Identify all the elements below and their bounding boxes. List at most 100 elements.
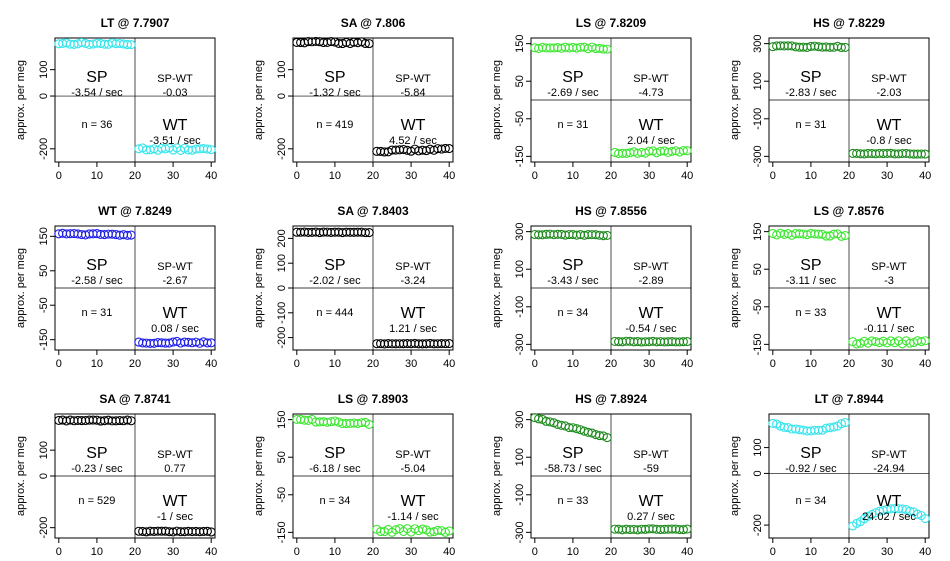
wt-label: WT bbox=[401, 305, 426, 322]
sp-label: SP bbox=[800, 257, 821, 274]
chart-svg: LS @ 7.8903 0 10 20 30 40 150 50 -50 -150 approx. … bbox=[253, 392, 455, 558]
x-tick-label: 20 bbox=[129, 170, 141, 180]
sp-point bbox=[840, 42, 850, 52]
chart-panel: HS @ 7.8229 0 10 20 30 40 300 100 -100 -300 approx… bbox=[714, 0, 950, 182]
x-tick-label: 10 bbox=[567, 546, 579, 556]
wt-point bbox=[678, 146, 688, 156]
wt-rate: 0.27 / sec bbox=[627, 511, 675, 523]
sp-rate: -2.69 / sec bbox=[547, 87, 599, 99]
x-tick-label: 10 bbox=[91, 358, 103, 368]
chart-svg: HS @ 7.8556 0 10 20 30 40 300 100 -100 -300 approx… bbox=[491, 204, 693, 370]
sp-rate: -58.73 / sec bbox=[544, 463, 602, 475]
x-tick-label: 0 bbox=[770, 546, 776, 556]
y-tick-label: -150 bbox=[752, 333, 764, 355]
sp-wt-label: SP-WT bbox=[395, 73, 431, 85]
x-tick-label: 10 bbox=[329, 358, 341, 368]
sp-point bbox=[836, 42, 846, 53]
wt-point bbox=[678, 337, 688, 347]
y-tick-label: -50 bbox=[38, 297, 50, 313]
y-tick-label: 0 bbox=[38, 473, 50, 479]
sp-rate: -1.32 / sec bbox=[309, 87, 361, 99]
x-tick-label: 40 bbox=[919, 170, 931, 180]
wt-point bbox=[905, 506, 915, 516]
sp-wt-label: SP-WT bbox=[157, 261, 193, 273]
y-tick-label: -300 bbox=[514, 333, 526, 355]
y-axis-label: approx. per meg bbox=[253, 436, 265, 516]
sp-point bbox=[836, 231, 846, 241]
y-tick-label: 300 bbox=[514, 410, 526, 428]
x-tick-label: 30 bbox=[405, 546, 417, 556]
wt-label: WT bbox=[877, 305, 902, 322]
sp-point bbox=[836, 419, 846, 429]
x-tick-label: 40 bbox=[919, 358, 931, 368]
x-tick-label: 40 bbox=[205, 170, 217, 180]
n-label: n = 31 bbox=[795, 119, 826, 131]
n-label: n = 444 bbox=[316, 307, 353, 319]
sp-point bbox=[840, 418, 850, 428]
x-tick-label: 0 bbox=[294, 170, 300, 180]
x-tick-label: 0 bbox=[532, 358, 538, 368]
n-label: n = 31 bbox=[557, 119, 588, 131]
sp-wt-value: -5.04 bbox=[400, 463, 425, 475]
y-tick-label: 100 bbox=[514, 260, 526, 278]
y-axis-label: approx. per meg bbox=[253, 60, 265, 140]
sp-rate: -0.23 / sec bbox=[71, 463, 123, 475]
sp-point bbox=[122, 39, 132, 50]
wt-label: WT bbox=[877, 117, 902, 134]
sp-label: SP bbox=[800, 445, 821, 462]
x-tick-label: 30 bbox=[167, 358, 179, 368]
wt-point bbox=[440, 143, 450, 153]
y-tick-label: 50 bbox=[276, 451, 288, 463]
y-axis-label: approx. per meg bbox=[729, 248, 741, 328]
sp-label: SP bbox=[562, 445, 583, 462]
sp-point bbox=[364, 228, 374, 238]
chart-title: SA @ 7.806 bbox=[341, 16, 406, 30]
wt-label: WT bbox=[639, 117, 664, 134]
sp-wt-value: 0.77 bbox=[164, 463, 185, 475]
y-tick-label: 150 bbox=[38, 227, 50, 245]
x-tick-label: 20 bbox=[843, 358, 855, 368]
x-tick-label: 40 bbox=[681, 546, 693, 556]
x-tick-label: 30 bbox=[167, 170, 179, 180]
x-tick-label: 10 bbox=[805, 358, 817, 368]
chart-title: LT @ 7.7907 bbox=[101, 16, 170, 30]
x-tick-label: 40 bbox=[205, 546, 217, 556]
chart-svg: LS @ 7.8576 0 10 20 30 40 150 50 -50 -150 approx. … bbox=[729, 204, 931, 370]
x-tick-label: 10 bbox=[567, 358, 579, 368]
wt-point bbox=[682, 146, 692, 156]
y-tick-label: 150 bbox=[276, 410, 288, 428]
y-tick-label: -200 bbox=[752, 514, 764, 536]
x-tick-label: 40 bbox=[681, 170, 693, 180]
y-tick-label: -200 bbox=[276, 327, 288, 349]
wt-label: WT bbox=[401, 493, 426, 510]
sp-point bbox=[602, 44, 612, 54]
wt-point bbox=[202, 338, 212, 348]
wt-point bbox=[202, 144, 212, 154]
y-tick-label: -150 bbox=[276, 521, 288, 543]
sp-wt-value: -4.73 bbox=[638, 87, 663, 99]
y-tick-label: 100 bbox=[276, 60, 288, 78]
sp-point bbox=[364, 419, 374, 429]
sp-label: SP bbox=[324, 69, 345, 86]
x-tick-label: 30 bbox=[643, 170, 655, 180]
y-tick-label: -100 bbox=[752, 108, 764, 130]
wt-point bbox=[206, 145, 216, 155]
y-tick-label: 100 bbox=[752, 438, 764, 456]
wt-point bbox=[916, 149, 926, 159]
wt-rate: 2.04 / sec bbox=[627, 135, 675, 147]
sp-rate: -3.11 / sec bbox=[786, 275, 837, 287]
x-tick-label: 40 bbox=[443, 546, 455, 556]
y-tick-label: 100 bbox=[38, 60, 50, 78]
x-tick-label: 20 bbox=[129, 358, 141, 368]
wt-label: WT bbox=[877, 493, 902, 510]
sp-rate: -0.92 / sec bbox=[785, 463, 837, 475]
chart-title: HS @ 7.8229 bbox=[813, 16, 885, 30]
wt-rate: 4.52 / sec bbox=[389, 135, 437, 147]
x-tick-label: 20 bbox=[605, 358, 617, 368]
y-tick-label: -100 bbox=[514, 296, 526, 318]
x-tick-label: 30 bbox=[881, 546, 893, 556]
x-tick-label: 20 bbox=[367, 546, 379, 556]
x-tick-label: 40 bbox=[681, 358, 693, 368]
sp-wt-label: SP-WT bbox=[395, 449, 431, 461]
